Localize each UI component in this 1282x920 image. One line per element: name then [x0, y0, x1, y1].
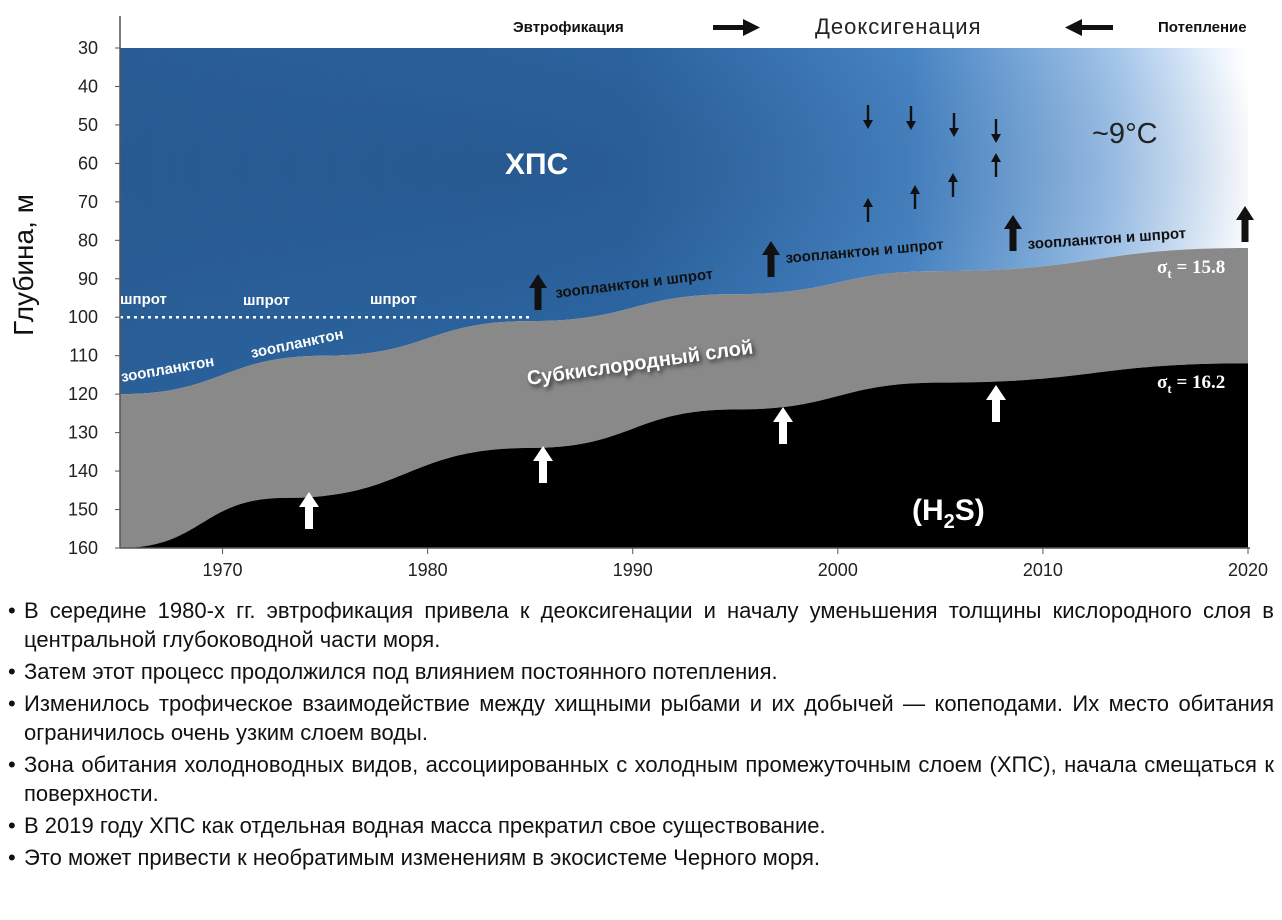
- arrow-down-icon: [991, 119, 1001, 143]
- sigma-15-8-label: σt = 15.8: [1157, 257, 1225, 281]
- depth-time-chart: Эвтрофикация Деоксигенация Потепление 30…: [8, 14, 1268, 580]
- y-tick-label: 160: [68, 538, 98, 558]
- header-warming: Потепление: [1158, 19, 1247, 36]
- sprat-label-1: шпрот: [120, 291, 167, 308]
- arrow-up-icon: [863, 198, 873, 222]
- arrow-up-icon: [910, 185, 920, 209]
- y-tick-label: 150: [68, 500, 98, 520]
- arrow-up-icon: [1004, 215, 1022, 251]
- anoxic-h2s-area: [120, 363, 1248, 548]
- x-tick-label: 1980: [408, 560, 448, 580]
- summary-bullets: В середине 1980-х гг. эвтрофикация приве…: [8, 596, 1274, 875]
- upward-shift-arrows-light: [299, 385, 1006, 529]
- x-axis-ticks: 1970 1980 1990 2000 2010 2020: [203, 548, 1268, 580]
- upward-shift-arrows-dark: [529, 206, 1254, 310]
- arrow-up-icon: [948, 173, 958, 197]
- y-tick-label: 80: [78, 230, 98, 250]
- arrow-up-icon: [991, 153, 1001, 177]
- sigma-16-2-label: σt = 16.2: [1157, 372, 1225, 396]
- sprat-label-2: шпрот: [243, 292, 290, 309]
- arrow-up-icon: [773, 407, 793, 444]
- arrow-right-icon: [713, 19, 760, 36]
- cil-compression-arrows: [863, 105, 1001, 222]
- arrow-up-icon: [1236, 206, 1254, 242]
- x-tick-label: 1970: [203, 560, 243, 580]
- y-tick-label: 110: [69, 346, 98, 366]
- y-tick-label: 50: [78, 115, 98, 135]
- y-tick-label: 120: [68, 384, 98, 404]
- sprat-label-3: шпрот: [370, 291, 417, 308]
- y-tick-label: 70: [78, 192, 98, 212]
- y-tick-label: 30: [78, 38, 98, 58]
- y-axis-ticks: 30 40 50 60 70 80 90 100 110 120 130 140 150 160: [68, 38, 120, 558]
- y-tick-label: 130: [68, 423, 98, 443]
- cil-label: ХПС: [505, 148, 568, 181]
- y-tick-label: 60: [78, 153, 98, 173]
- arrow-down-icon: [906, 106, 916, 130]
- arrow-up-icon: [533, 446, 553, 483]
- temperature-label: ~9°C: [1092, 118, 1158, 150]
- bullet-item: Зона обитания холодноводных видов, ассоц…: [8, 750, 1274, 808]
- y-tick-label: 100: [68, 307, 98, 327]
- arrow-up-icon: [299, 492, 319, 529]
- arrow-down-icon: [949, 113, 959, 137]
- x-tick-label: 1990: [613, 560, 653, 580]
- arrow-up-icon: [986, 385, 1006, 422]
- x-tick-label: 2010: [1023, 560, 1063, 580]
- arrow-down-icon: [863, 105, 873, 129]
- x-tick-label: 2000: [818, 560, 858, 580]
- bullet-item: В 2019 году ХПС как отдельная водная мас…: [8, 811, 1274, 840]
- arrow-up-icon: [529, 274, 547, 310]
- y-tick-label: 90: [78, 269, 98, 289]
- arrow-up-icon: [762, 241, 780, 277]
- bullet-item: В середине 1980-х гг. эвтрофикация приве…: [8, 596, 1274, 654]
- y-tick-label: 40: [78, 76, 98, 96]
- header-deoxygenation: Деоксигенация: [815, 14, 982, 39]
- h2s-label: (H2S): [912, 494, 985, 533]
- bullet-item: Изменилось трофическое взаимодействие ме…: [8, 689, 1274, 747]
- header-eutrophication: Эвтрофикация: [513, 19, 624, 36]
- cil-core-shading: [120, 48, 1248, 395]
- bullet-item: Затем этот процесс продолжился под влиян…: [8, 657, 1274, 686]
- arrow-left-icon: [1065, 19, 1113, 36]
- bullet-item: Это может привести к необратимым изменен…: [8, 843, 1274, 872]
- suboxic-layer-area: [120, 248, 1248, 548]
- y-axis-label: Глубина, м: [8, 194, 39, 336]
- y-tick-label: 140: [68, 461, 98, 481]
- x-tick-label: 2020: [1228, 560, 1268, 580]
